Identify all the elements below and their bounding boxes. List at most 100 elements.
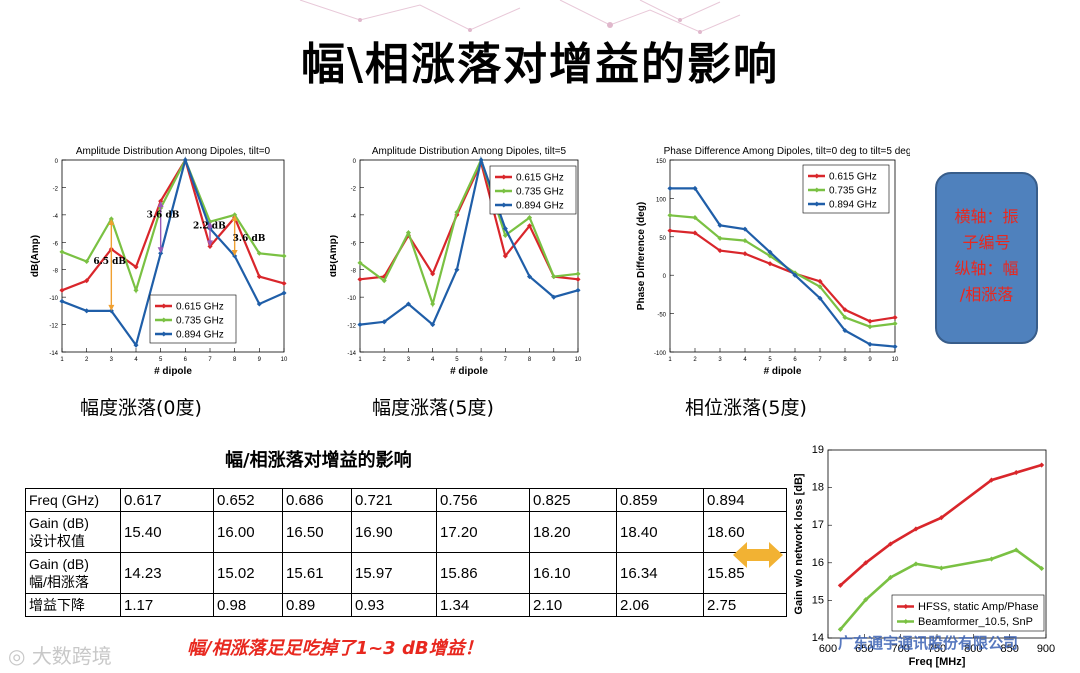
chart-gain-vs-freq: 14 15 16 17 18 19 600 650 700 750 800 850 900 Freq [M… xyxy=(790,436,1060,668)
note-line: 纵轴：幅 xyxy=(954,259,1019,278)
x-tick-label: 5 xyxy=(455,357,459,363)
row-header-line: 幅/相涨落 xyxy=(29,574,89,590)
data-point xyxy=(867,341,873,347)
table-cell: 0.89 xyxy=(282,593,352,617)
watermark-text: 大数跨境 xyxy=(31,644,112,668)
table-cell: 2.10 xyxy=(529,593,617,617)
data-point xyxy=(357,276,363,282)
x-tick-label: 1 xyxy=(668,357,672,363)
chart-amplitude-tilt0: 0 -2 -4 -6 -8 -10 -12 -14 1 2 3 4 5 6 7 8 9 10 Amplitude D… xyxy=(30,138,300,378)
note-line: 子编号 xyxy=(962,233,1011,252)
gain-table: Freq (GHz) 0.617 0.652 0.686 0.721 0.756 0.825… xyxy=(25,488,787,617)
y-axis-label: Phase Difference (deg) xyxy=(636,202,647,310)
data-point xyxy=(430,322,436,328)
x-tick-label: 4 xyxy=(134,357,138,363)
table-cell: 1.17 xyxy=(120,593,214,617)
annotation-arrowhead xyxy=(157,247,164,254)
x-tick-label: 900 xyxy=(1037,643,1055,655)
data-point xyxy=(430,301,436,307)
table-cell: 0.93 xyxy=(351,593,437,617)
y-tick-label: -6 xyxy=(351,241,357,247)
data-point xyxy=(767,261,773,267)
table-row: Gain (dB) 幅/相涨落 14.23 15.02 15.61 15.97 15.86 1… xyxy=(25,552,787,594)
annotation-arrowhead xyxy=(231,214,238,221)
page-title: 幅\相涨落对增益的影响 xyxy=(300,39,780,90)
table-cell: 15.86 xyxy=(436,552,530,594)
x-tick-label: 3 xyxy=(110,357,114,363)
table-row: Gain (dB) 设计权值 15.40 16.00 16.50 16.90 17.20 18… xyxy=(25,511,787,553)
annotation-arrowhead xyxy=(231,250,238,256)
table-cell: 16.34 xyxy=(616,552,704,594)
x-tick-label: 9 xyxy=(552,357,556,363)
x-tick-label: 6 xyxy=(184,357,188,363)
x-tick-label: 7 xyxy=(818,357,822,363)
data-point xyxy=(430,271,436,277)
series-line xyxy=(61,157,285,294)
row-header-line: Freq (GHz) xyxy=(29,492,99,508)
caption-phase-5: 相位涨落(5度) xyxy=(685,397,807,419)
x-tick-label: 1 xyxy=(60,357,64,363)
x-tick-label: 5 xyxy=(159,357,163,363)
y-tick-label: -8 xyxy=(53,269,59,275)
x-tick-label: 9 xyxy=(868,357,872,363)
x-tick-label: 2 xyxy=(85,357,89,363)
series-line xyxy=(839,463,1042,587)
annotation-label: 2.2 dB xyxy=(193,222,226,232)
data-point xyxy=(717,248,723,254)
table-cell: 15.61 xyxy=(282,552,352,594)
x-tick-label: 10 xyxy=(281,357,288,363)
legend-label: 0.615 GHz xyxy=(829,172,877,183)
decorative-network-graphic xyxy=(299,0,741,34)
data-point xyxy=(837,626,843,632)
x-tick-label: 4 xyxy=(743,357,747,363)
x-tick-label: 2 xyxy=(383,357,387,363)
note-line: /相涨落 xyxy=(959,285,1014,304)
y-tick-label: 150 xyxy=(656,159,667,165)
row-header: Gain (dB) 设计权值 xyxy=(25,511,121,553)
y-tick-label: 0 xyxy=(353,159,357,165)
series-line xyxy=(359,156,579,308)
table-cell: 15.02 xyxy=(213,552,283,594)
row-header-line: 设计权值 xyxy=(29,533,85,549)
row-header-line: Gain (dB) xyxy=(29,515,89,531)
table-row: Freq (GHz) 0.617 0.652 0.686 0.721 0.756 0.825… xyxy=(25,488,787,512)
legend-marker xyxy=(903,618,909,625)
data-point xyxy=(988,477,995,483)
data-point xyxy=(988,556,995,562)
table-cell: 18.40 xyxy=(616,511,704,553)
chart-amplitude-tilt5-svg: 0 -2 -4 -6 -8 -10 -12 -141 2 3 4 5 6 7 8 9 10 Amplitude D… xyxy=(330,146,582,377)
x-tick-label: 3 xyxy=(407,357,411,363)
table-cell: 17.20 xyxy=(436,511,530,553)
y-tick-label: 17 xyxy=(812,519,824,531)
data-point xyxy=(133,287,139,293)
y-tick-label: -8 xyxy=(351,269,357,275)
chart-gain-vs-freq-svg: 14 15 16 17 18 19 600 650 700 750 800 850 900 Freq [M… xyxy=(793,444,1055,668)
table-cell: 0.721 xyxy=(351,488,437,512)
x-axis-label: # dipole xyxy=(764,366,802,377)
data-point xyxy=(667,228,673,234)
data-point xyxy=(575,287,581,293)
y-tick-label: -6 xyxy=(53,241,59,247)
x-tick-label: 5 xyxy=(768,357,772,363)
data-point xyxy=(867,324,873,330)
data-point xyxy=(84,278,90,284)
data-point xyxy=(381,278,387,284)
table-cell: 15.40 xyxy=(120,511,214,553)
caption-amplitude-5: 幅度涨落(5度) xyxy=(372,397,494,419)
x-tick-label: 8 xyxy=(233,357,237,363)
data-point xyxy=(667,185,673,191)
annotation-arrowhead xyxy=(207,221,213,228)
data-point xyxy=(887,541,894,547)
data-point xyxy=(575,276,581,282)
legend-marker xyxy=(501,188,507,194)
y-tick-label: -2 xyxy=(351,186,357,192)
series-line xyxy=(61,156,285,348)
data-point xyxy=(575,271,581,277)
watermark: ◎ 大数跨境 xyxy=(8,640,112,669)
conclusion-text: 幅/相涨落足足吃掉了1~3 dB增益！ xyxy=(187,638,483,659)
x-axis-label: Freq [MHz] xyxy=(909,656,966,668)
series-line xyxy=(839,548,1043,631)
legend-label: Beamformer_10.5, SnP xyxy=(918,616,1033,628)
chart-title: Phase Difference Among Dipoles, tilt=0 d… xyxy=(664,146,910,157)
